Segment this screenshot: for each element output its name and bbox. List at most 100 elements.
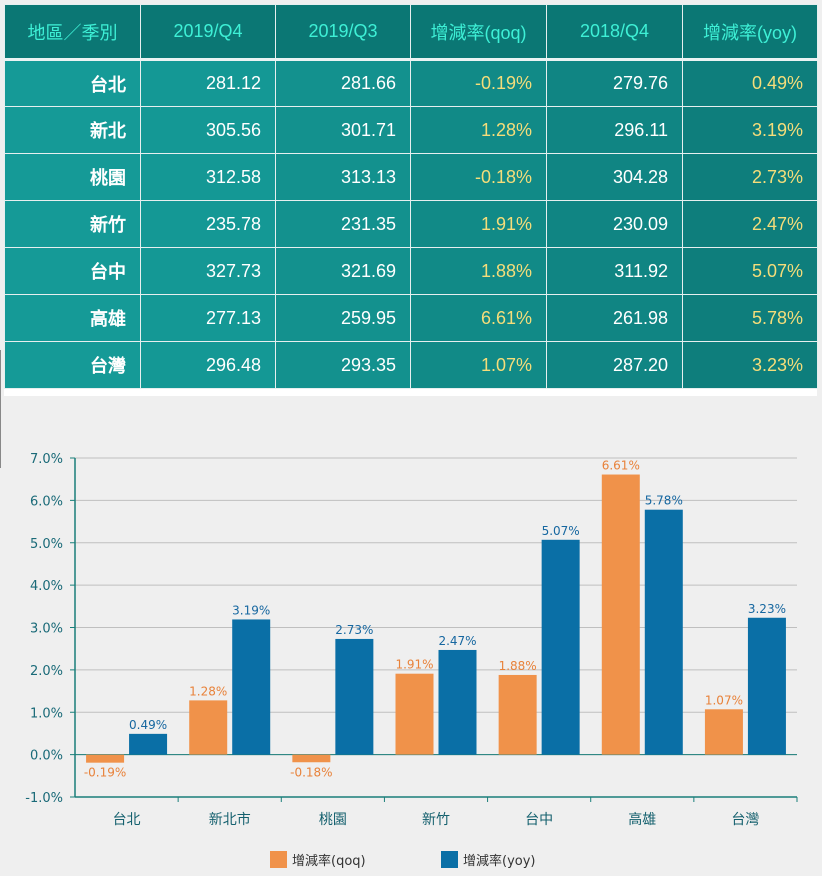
cell-2019q3: 231.35 xyxy=(275,200,411,248)
bar-yoy xyxy=(438,649,477,755)
x-tick-label: 台北 xyxy=(113,812,141,828)
bar-qoq xyxy=(189,700,228,755)
cell-yoy: 3.23% xyxy=(682,341,818,389)
cell-qoq: 1.88% xyxy=(410,247,547,295)
cell-region: 台灣 xyxy=(4,341,141,389)
header-2019q4: 2019/Q4 xyxy=(140,4,276,60)
data-label: 0.49% xyxy=(129,718,167,732)
bar-yoy xyxy=(747,617,786,755)
bar-qoq xyxy=(601,474,640,755)
bar-yoy xyxy=(232,619,271,755)
table-row: 新北 305.56 301.71 1.28% 296.11 3.19% xyxy=(4,106,818,154)
x-tick-label: 高雄 xyxy=(628,811,656,828)
bar-yoy xyxy=(644,509,683,755)
bar-yoy xyxy=(129,733,168,755)
cell-2019q4: 281.12 xyxy=(140,58,276,107)
cell-2018q4: 311.92 xyxy=(546,247,683,295)
x-tick-label: 台灣 xyxy=(731,812,759,828)
header-region: 地區／季別 xyxy=(4,4,141,60)
y-tick-label: 2.0% xyxy=(30,664,63,679)
cell-region: 高雄 xyxy=(4,294,141,342)
cell-2019q3: 313.13 xyxy=(275,153,411,201)
cell-yoy: 0.49% xyxy=(682,58,818,107)
cell-2019q4: 327.73 xyxy=(140,247,276,295)
cell-region: 桃園 xyxy=(4,153,141,201)
table-header-row: 地區／季別 2019/Q4 2019/Q3 增減率(qoq) 2018/Q4 增… xyxy=(4,4,818,60)
header-qoq: 增減率(qoq) xyxy=(410,4,547,60)
y-tick-label: 6.0% xyxy=(30,494,63,509)
cell-yoy: 3.19% xyxy=(682,106,818,154)
cell-qoq: 1.91% xyxy=(410,200,547,248)
cell-2018q4: 230.09 xyxy=(546,200,683,248)
data-label: 3.19% xyxy=(232,603,270,617)
cell-2019q3: 259.95 xyxy=(275,294,411,342)
legend-label-qoq: 增減率(qoq) xyxy=(292,853,366,869)
cell-qoq: 1.28% xyxy=(410,106,547,154)
left-edge-line xyxy=(0,350,1,468)
bar-yoy xyxy=(541,539,580,755)
cell-qoq: 1.07% xyxy=(410,341,547,389)
data-label: 1.07% xyxy=(705,693,743,707)
cell-2019q4: 296.48 xyxy=(140,341,276,389)
cell-2018q4: 261.98 xyxy=(546,294,683,342)
cell-2019q3: 293.35 xyxy=(275,341,411,389)
cell-2018q4: 287.20 xyxy=(546,341,683,389)
data-label: 5.07% xyxy=(542,524,580,538)
bar-qoq xyxy=(395,673,434,755)
table-row: 新竹 235.78 231.35 1.91% 230.09 2.47% xyxy=(4,200,818,248)
y-tick-label: 7.0% xyxy=(30,452,63,467)
bar-qoq xyxy=(292,754,331,763)
cell-yoy: 5.78% xyxy=(682,294,818,342)
x-tick-label: 台中 xyxy=(525,812,553,828)
cell-region: 台北 xyxy=(4,58,141,107)
data-label: 1.91% xyxy=(395,658,433,672)
cell-region: 新竹 xyxy=(4,200,141,248)
y-tick-label: 1.0% xyxy=(30,706,63,721)
y-tick-label: -1.0% xyxy=(25,791,63,806)
header-2019q3: 2019/Q3 xyxy=(275,4,411,60)
table-row: 高雄 277.13 259.95 6.61% 261.98 5.78% xyxy=(4,294,818,342)
cell-yoy: 2.73% xyxy=(682,153,818,201)
legend-swatch-yoy xyxy=(441,851,458,868)
legend-label-yoy: 增減率(yoy) xyxy=(463,853,535,869)
cell-2019q4: 277.13 xyxy=(140,294,276,342)
cell-2019q4: 312.58 xyxy=(140,153,276,201)
table-row: 台灣 296.48 293.35 1.07% 287.20 3.23% xyxy=(4,341,818,389)
bar-qoq xyxy=(86,754,125,763)
bar-qoq xyxy=(498,674,537,755)
x-tick-label: 新北市 xyxy=(209,811,251,828)
header-yoy: 增減率(yoy) xyxy=(682,4,818,60)
cell-region: 新北 xyxy=(4,106,141,154)
x-tick-label: 桃園 xyxy=(319,812,347,828)
data-label: -0.19% xyxy=(84,766,126,780)
y-tick-label: 5.0% xyxy=(30,537,63,552)
cell-qoq: -0.18% xyxy=(410,153,547,201)
cell-qoq: -0.19% xyxy=(410,58,547,107)
cell-qoq: 6.61% xyxy=(410,294,547,342)
cell-2019q3: 321.69 xyxy=(275,247,411,295)
table-row: 台北 281.12 281.66 -0.19% 279.76 0.49% xyxy=(4,58,818,107)
header-2018q4: 2018/Q4 xyxy=(546,4,683,60)
y-tick-label: 4.0% xyxy=(30,579,63,594)
legend-swatch-qoq xyxy=(270,851,287,868)
cell-region: 台中 xyxy=(4,247,141,295)
data-label: -0.18% xyxy=(290,765,332,779)
cell-2019q3: 301.71 xyxy=(275,106,411,154)
data-label: 5.78% xyxy=(645,494,683,508)
cell-2018q4: 279.76 xyxy=(546,58,683,107)
table-row: 台中 327.73 321.69 1.88% 311.92 5.07% xyxy=(4,247,818,295)
data-label: 2.47% xyxy=(438,634,476,648)
y-tick-label: 3.0% xyxy=(30,622,63,637)
price-table-container: 地區／季別 2019/Q4 2019/Q3 增減率(qoq) 2018/Q4 增… xyxy=(4,4,818,396)
data-label: 2.73% xyxy=(335,623,373,637)
cell-2018q4: 304.28 xyxy=(546,153,683,201)
cell-2019q4: 235.78 xyxy=(140,200,276,248)
data-label: 1.28% xyxy=(189,684,227,698)
table-row: 桃園 312.58 313.13 -0.18% 304.28 2.73% xyxy=(4,153,818,201)
cell-yoy: 2.47% xyxy=(682,200,818,248)
data-label: 6.61% xyxy=(602,459,640,473)
bar-chart: -1.0% 0.0% 1.0% 2.0% 3.0% 4.0% 5.0% 6.0% 7.0% -0.… xyxy=(25,452,798,869)
y-tick-label: 0.0% xyxy=(30,749,63,764)
data-label: 1.88% xyxy=(499,659,537,673)
bar-yoy xyxy=(335,638,374,755)
